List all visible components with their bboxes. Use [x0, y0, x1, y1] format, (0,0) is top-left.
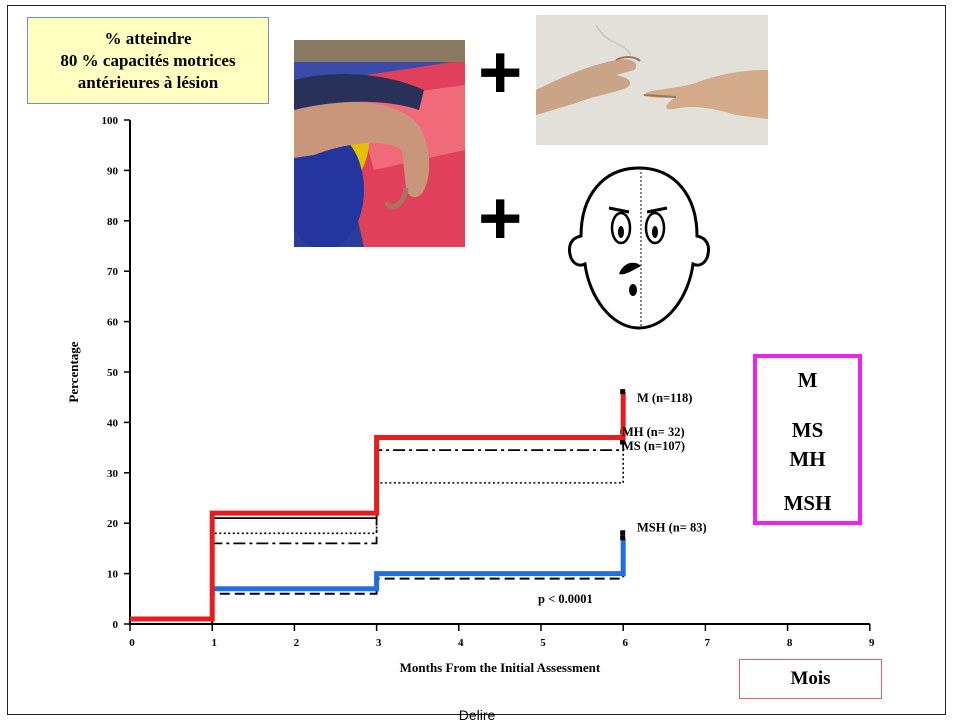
hand-on-mat-photo — [294, 40, 465, 247]
y-tick-label: 10 — [107, 569, 119, 581]
legend-box-item-msh: MSH — [783, 491, 832, 515]
x-tick-label: 8 — [787, 637, 793, 649]
plus-sign-top: + — [478, 30, 523, 115]
y-tick-label: 0 — [113, 619, 119, 631]
x-tick-label: 0 — [129, 637, 135, 649]
group-legend-box: M MS MH MSH — [753, 354, 862, 525]
creation-of-adam-hands — [536, 15, 768, 145]
y-tick-label: 70 — [107, 266, 119, 278]
slide-frame — [7, 5, 946, 715]
series-label-m: M (n=118) — [637, 391, 692, 405]
x-tick-label: 7 — [705, 637, 711, 649]
y-tick-label: 80 — [107, 216, 119, 228]
mois-label-box: Mois — [739, 659, 882, 699]
half-face-cartoon — [563, 166, 715, 331]
y-tick-label: 100 — [102, 115, 119, 127]
legend-box-item-m: M — [797, 368, 818, 392]
series-msh-line — [212, 538, 626, 592]
series-ms-line — [130, 442, 625, 625]
series-m-end-marker — [620, 389, 626, 395]
callout-line-2: 80 % capacités motrices — [60, 50, 236, 70]
x-tick-label: 9 — [869, 637, 875, 649]
series-unlabeled-dashed-end-marker — [620, 530, 626, 536]
y-tick-label: 30 — [107, 468, 119, 480]
y-tick-label: 60 — [107, 317, 119, 329]
series-label-ms: MS (n=107) — [622, 439, 685, 453]
y-tick-label: 90 — [107, 165, 119, 177]
series-unlabeled-dashed-line — [130, 533, 625, 625]
callout-line-1: % atteindre — [104, 28, 192, 48]
mois-label: Mois — [790, 668, 831, 689]
y-tick-label: 40 — [107, 417, 119, 429]
footer-text: Delire — [458, 707, 496, 723]
x-axis-title: Months From the Initial Assessment — [400, 660, 601, 675]
x-tick-label: 4 — [458, 637, 464, 649]
x-tick-label: 6 — [622, 637, 628, 649]
y-tick-label: 50 — [107, 367, 119, 379]
series-ms-end-marker — [620, 439, 626, 445]
series-m-line — [130, 392, 626, 622]
p-value-annotation: p < 0.0001 — [538, 592, 593, 606]
x-tick-label: 3 — [376, 637, 382, 649]
legend-box-item-ms: MS — [791, 418, 824, 442]
x-tick-label: 1 — [211, 637, 217, 649]
y-tick-label: 20 — [107, 518, 119, 530]
plus-sign-bottom: + — [478, 176, 523, 261]
series-label-mh: MH (n= 32) — [622, 425, 685, 439]
callout-line-3: antérieures à lésion — [77, 72, 219, 92]
x-tick-label: 5 — [540, 637, 546, 649]
x-tick-label: 2 — [294, 637, 300, 649]
y-axis-title: Percentage — [66, 341, 81, 402]
goal-callout: % atteindre 80 % capacités motrices anté… — [27, 17, 269, 104]
series-label-msh: MSH (n= 83) — [637, 521, 707, 535]
legend-box-item-mh: MH — [789, 447, 826, 471]
series-msh-end-marker — [620, 535, 626, 541]
